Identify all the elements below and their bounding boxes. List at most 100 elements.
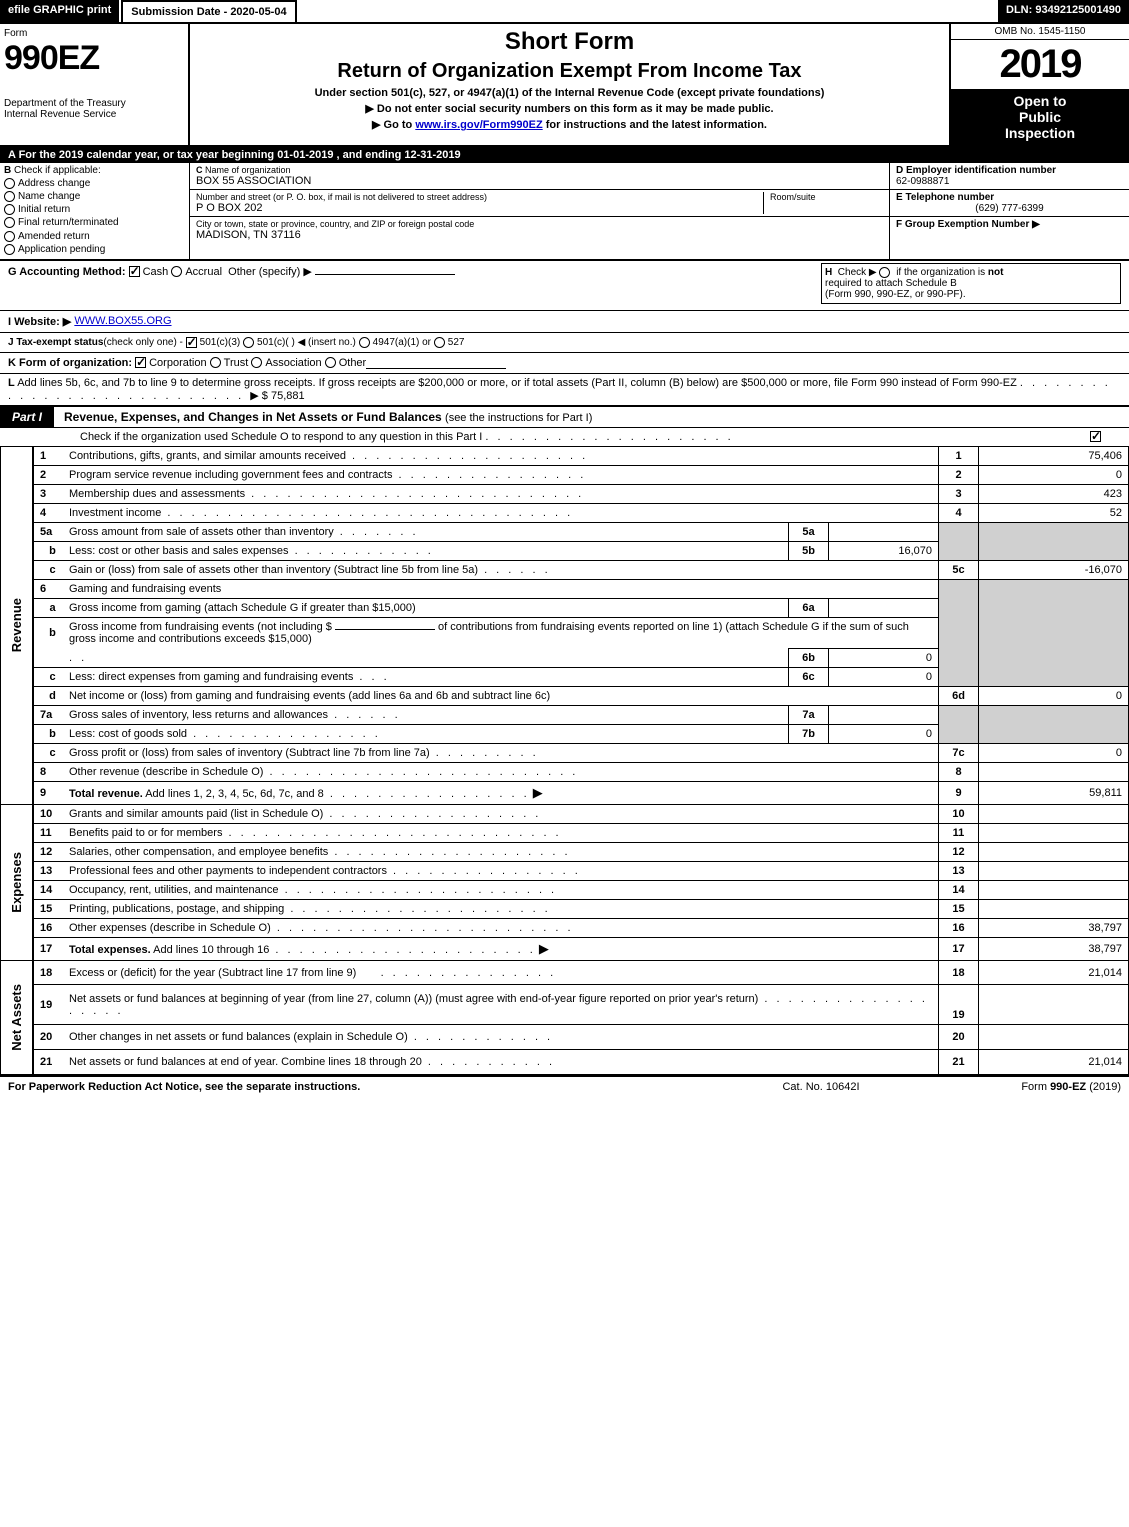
num-7c: 7c [939, 743, 979, 762]
entity-block: B Check if applicable: Address change Na… [0, 163, 1129, 261]
val-9: 59,811 [979, 781, 1129, 804]
j-sub: (check only one) - [103, 337, 182, 348]
desc-17: Total expenses. [69, 944, 151, 956]
k-corp-check[interactable] [135, 357, 146, 368]
irs-link[interactable]: www.irs.gov/Form990EZ [415, 119, 542, 131]
ln-8: 8 [33, 762, 63, 781]
ln-5b: b [33, 541, 63, 560]
org-name: BOX 55 ASSOCIATION [196, 175, 311, 187]
ln-7a: 7a [33, 705, 63, 724]
row-i: I Website: ▶ WWW.BOX55.ORG [0, 311, 1129, 333]
inspect-3: Inspection [955, 125, 1125, 141]
num-4: 4 [939, 503, 979, 522]
form-right: OMB No. 1545-1150 2019 Open to Public In… [949, 24, 1129, 145]
j-4947-radio[interactable] [359, 337, 370, 348]
ln-3: 3 [33, 484, 63, 503]
j-501c-radio[interactable] [243, 337, 254, 348]
num-13: 13 [939, 861, 979, 880]
h-radio[interactable] [879, 267, 890, 278]
org-address: P O BOX 202 [196, 202, 262, 214]
table-row: 21 Net assets or fund balances at end of… [1, 1049, 1129, 1074]
row-l: L Add lines 5b, 6c, and 7b to line 9 to … [0, 374, 1129, 405]
part1-table: Revenue 1 Contributions, gifts, grants, … [0, 446, 1129, 1075]
ln-7c: c [33, 743, 63, 762]
val-17: 38,797 [979, 937, 1129, 960]
efile-tab[interactable]: efile GRAPHIC print [0, 0, 121, 22]
form-header: Form 990EZ Department of the Treasury In… [0, 24, 1129, 147]
table-row: 12 Salaries, other compensation, and emp… [1, 842, 1129, 861]
row-j: J Tax-exempt status (check only one) - 5… [0, 333, 1129, 353]
num-6d: 6d [939, 686, 979, 705]
ln-11: 11 [33, 823, 63, 842]
footer-left: For Paperwork Reduction Act Notice, see … [8, 1081, 721, 1093]
desc-6: Gaming and fundraising events [63, 579, 939, 598]
row-k: K Form of organization: Corporation Trus… [0, 353, 1129, 374]
mini-n-6b: 6b [789, 648, 829, 667]
addr-label: Number and street (or P. O. box, if mail… [196, 192, 763, 202]
ln-21: 21 [33, 1049, 63, 1074]
footer-cat: Cat. No. 10642I [721, 1081, 921, 1093]
ln-13: 13 [33, 861, 63, 880]
table-row: b Gross income from fundraising events (… [1, 617, 1129, 648]
initial-return-label: Initial return [18, 204, 70, 215]
num-17: 17 [939, 937, 979, 960]
val-19 [979, 985, 1129, 1025]
name-change-radio[interactable] [4, 191, 15, 202]
num-15: 15 [939, 899, 979, 918]
val-7c: 0 [979, 743, 1129, 762]
phone-value: (629) 777-6399 [896, 203, 1123, 214]
goto-line: ▶ Go to www.irs.gov/Form990EZ for instru… [198, 118, 941, 131]
num-8: 8 [939, 762, 979, 781]
val-14 [979, 880, 1129, 899]
k-assoc-radio[interactable] [251, 357, 262, 368]
final-return-radio[interactable] [4, 217, 15, 228]
website-link[interactable]: WWW.BOX55.ORG [74, 315, 171, 328]
j-d: 527 [448, 337, 465, 348]
mini-v-7a [829, 705, 939, 724]
short-form-title: Short Form [198, 28, 941, 56]
ln-5c: c [33, 560, 63, 579]
table-row: c Gross profit or (loss) from sales of i… [1, 743, 1129, 762]
goto-pre: ▶ Go to [372, 119, 415, 131]
desc-12: Salaries, other compensation, and employ… [69, 846, 328, 858]
table-row: a Gross income from gaming (attach Sched… [1, 598, 1129, 617]
mini-v-6b: 0 [829, 648, 939, 667]
accrual-radio[interactable] [171, 266, 182, 277]
val-4: 52 [979, 503, 1129, 522]
h-label: H [825, 267, 832, 278]
other-label: Other (specify) ▶ [228, 266, 312, 278]
table-row: b Less: cost of goods sold . . . . . . .… [1, 724, 1129, 743]
j-527-radio[interactable] [434, 337, 445, 348]
c-label: C [196, 165, 203, 175]
app-pending-radio[interactable] [4, 244, 15, 255]
mini-v-5b: 16,070 [829, 541, 939, 560]
desc-15: Printing, publications, postage, and shi… [69, 903, 284, 915]
initial-return-radio[interactable] [4, 204, 15, 215]
val-8 [979, 762, 1129, 781]
h-t2: if the organization is [896, 267, 985, 278]
ein-value: 62-0988871 [896, 176, 949, 187]
part1-check-text: Check if the organization used Schedule … [80, 431, 482, 443]
table-row: 19 Net assets or fund balances at beginn… [1, 985, 1129, 1025]
k-trust: Trust [224, 357, 249, 369]
cash-checkbox[interactable] [129, 266, 140, 277]
j-501c3-check[interactable] [186, 337, 197, 348]
desc-18: Excess or (deficit) for the year (Subtra… [69, 967, 356, 979]
k-other-radio[interactable] [325, 357, 336, 368]
revenue-side-label: Revenue [7, 578, 26, 672]
org-city: MADISON, TN 37116 [196, 229, 301, 241]
val-18: 21,014 [979, 960, 1129, 985]
h-t4: (Form 990, 990-EZ, or 990-PF). [825, 289, 966, 300]
table-row: 9 Total revenue. Add lines 1, 2, 3, 4, 5… [1, 781, 1129, 804]
k-trust-radio[interactable] [210, 357, 221, 368]
val-11 [979, 823, 1129, 842]
ln-14: 14 [33, 880, 63, 899]
address-change-radio[interactable] [4, 178, 15, 189]
amended-return-radio[interactable] [4, 231, 15, 242]
desc-7b: Less: cost of goods sold [69, 728, 187, 740]
val-21: 21,014 [979, 1049, 1129, 1074]
city-label: City or town, state or province, country… [196, 219, 883, 229]
part1-schedule-o-check[interactable] [1090, 431, 1101, 442]
table-row: 7a Gross sales of inventory, less return… [1, 705, 1129, 724]
footer-right-pre: Form [1021, 1081, 1050, 1093]
